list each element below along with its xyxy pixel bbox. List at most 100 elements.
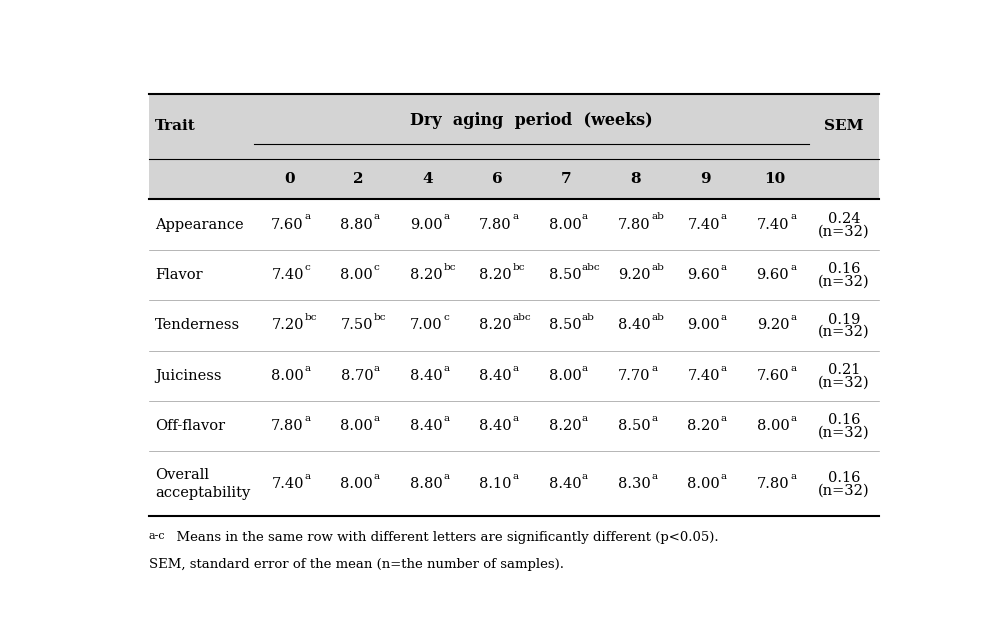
Text: Trait: Trait [154,120,195,133]
Text: a: a [582,472,588,480]
Text: 7.80: 7.80 [618,217,650,232]
Text: Overall
acceptability: Overall acceptability [154,468,250,500]
Text: a: a [720,212,726,222]
Text: 8.00: 8.00 [341,419,373,433]
Text: a: a [443,212,450,222]
Text: a: a [651,472,657,480]
Text: a: a [513,212,519,222]
Bar [148,159,879,199]
Text: Means in the same row with different letters are significantly different (p<0.05: Means in the same row with different let… [168,531,718,545]
Text: SEM, standard error of the mean (n=the number of samples).: SEM, standard error of the mean (n=the n… [148,558,563,571]
Text: 9: 9 [699,172,710,186]
Text: 9.20: 9.20 [618,268,650,282]
Text: bc: bc [305,313,317,322]
Text: a: a [374,472,380,480]
Text: 8: 8 [630,172,641,186]
Text: 0.19: 0.19 [828,313,860,326]
Text: 8.40: 8.40 [618,318,650,333]
Text: 7.40: 7.40 [687,217,719,232]
Text: 8.40: 8.40 [479,369,512,383]
Text: 7.70: 7.70 [618,369,650,383]
Text: 8.40: 8.40 [410,419,443,433]
Text: 8.50: 8.50 [548,318,581,333]
Text: a: a [720,414,726,423]
Text: 8.40: 8.40 [410,369,443,383]
Text: a: a [305,212,311,222]
Text: 7.80: 7.80 [479,217,512,232]
Text: c: c [374,263,380,272]
Text: a: a [790,263,797,272]
Text: a: a [651,364,657,373]
Text: 7.40: 7.40 [687,369,719,383]
Text: a: a [790,364,797,373]
Text: 0.16: 0.16 [828,262,860,276]
Text: a: a [582,364,588,373]
Text: abc: abc [513,313,531,322]
Text: a: a [790,414,797,423]
Text: 8.20: 8.20 [548,419,581,433]
Text: a: a [582,212,588,222]
Bar [148,94,879,159]
Text: a: a [374,212,380,222]
Text: a: a [513,472,519,480]
Text: 7: 7 [561,172,572,186]
Text: a: a [305,414,311,423]
Text: a: a [790,472,797,480]
Text: a: a [790,313,797,322]
Text: 8.80: 8.80 [341,217,373,232]
Text: 7.40: 7.40 [757,217,790,232]
Text: bc: bc [443,263,456,272]
Text: 7.60: 7.60 [272,217,304,232]
Text: 8.00: 8.00 [687,477,720,491]
Text: a: a [513,414,519,423]
Text: a: a [443,414,450,423]
Text: (n=32): (n=32) [818,426,870,440]
Text: Flavor: Flavor [154,268,202,282]
Text: a: a [720,364,726,373]
Text: 9.00: 9.00 [410,217,443,232]
Text: 0.21: 0.21 [828,363,860,377]
Text: 8.10: 8.10 [479,477,512,491]
Text: 7.00: 7.00 [410,318,443,333]
Text: a: a [305,364,311,373]
Text: a: a [305,472,311,480]
Text: 9.60: 9.60 [687,268,719,282]
Text: a: a [651,414,657,423]
Text: (n=32): (n=32) [818,483,870,497]
Text: 0.16: 0.16 [828,471,860,485]
Text: a: a [720,263,726,272]
Text: 9.20: 9.20 [757,318,790,333]
Text: c: c [443,313,449,322]
Text: a: a [443,364,450,373]
Text: 8.00: 8.00 [757,419,790,433]
Text: a: a [790,212,797,222]
Text: a: a [374,364,380,373]
Text: 8.70: 8.70 [341,369,373,383]
Text: (n=32): (n=32) [818,275,870,288]
Text: ab: ab [582,313,595,322]
Text: Dry  aging  period  (weeks): Dry aging period (weeks) [411,112,653,129]
Text: 8.40: 8.40 [548,477,581,491]
Text: 8.00: 8.00 [272,369,304,383]
Text: 8.20: 8.20 [479,268,512,282]
Text: 9.00: 9.00 [687,318,719,333]
Text: (n=32): (n=32) [818,325,870,339]
Text: ab: ab [651,313,664,322]
Text: ab: ab [651,263,664,272]
Text: 7.20: 7.20 [272,318,304,333]
Text: 8.00: 8.00 [548,369,581,383]
Text: (n=32): (n=32) [818,376,870,389]
Text: SEM: SEM [824,120,864,133]
Text: a: a [720,313,726,322]
Text: 10: 10 [764,172,786,186]
Text: 8.50: 8.50 [618,419,650,433]
Text: 0: 0 [284,172,295,186]
Text: bc: bc [513,263,525,272]
Text: 6: 6 [492,172,502,186]
Text: a: a [720,472,726,480]
Text: 7.40: 7.40 [272,268,304,282]
Text: 8.00: 8.00 [341,477,373,491]
Text: 7.80: 7.80 [757,477,790,491]
Text: a: a [374,414,380,423]
Text: 8.20: 8.20 [479,318,512,333]
